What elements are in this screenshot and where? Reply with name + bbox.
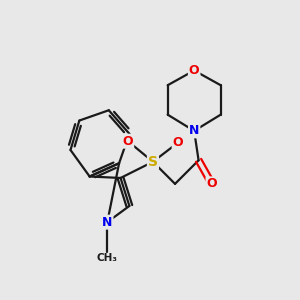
Text: N: N [102, 216, 112, 229]
Text: O: O [123, 135, 133, 148]
Text: O: O [173, 136, 183, 149]
Text: CH₃: CH₃ [97, 253, 118, 263]
Text: N: N [189, 124, 200, 137]
Text: O: O [189, 64, 200, 77]
Text: O: O [206, 177, 217, 190]
Text: S: S [148, 155, 158, 169]
